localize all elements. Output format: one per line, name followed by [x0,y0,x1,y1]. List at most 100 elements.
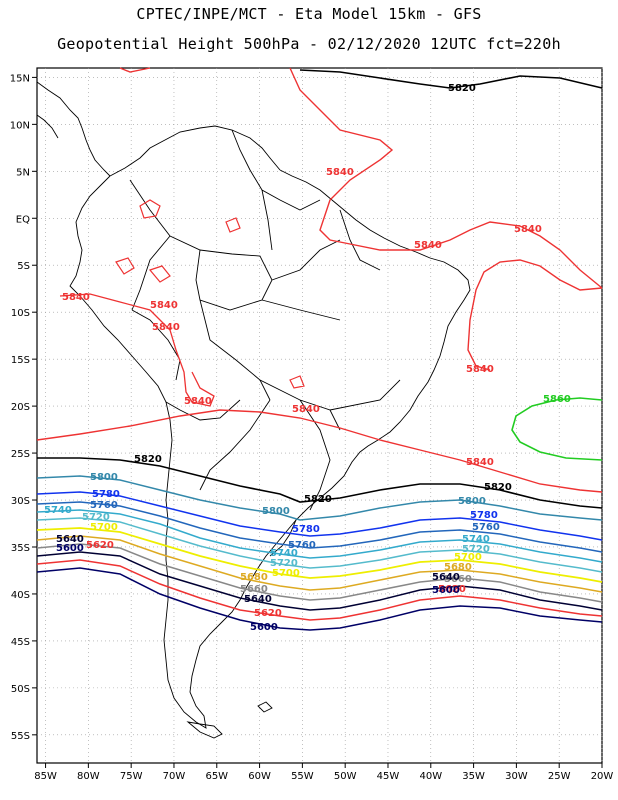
label-5680-b: 5680 [444,562,472,573]
x-tick-label: 50W [334,771,357,782]
contour-5840-south [36,409,603,493]
label-5840-d: 5840 [62,292,90,303]
label-5840-f: 5840 [152,322,180,333]
contour-5800 [36,475,603,521]
label-5820-d: 5820 [484,482,512,493]
contour-5660 [36,543,603,603]
label-5700-c: 5700 [454,552,482,563]
y-tick-label: 10N [10,120,30,131]
height-contours [36,67,603,631]
x-tick-label: 70W [163,771,186,782]
contour-5700 [36,527,603,583]
label-5700-a: 5700 [90,522,118,533]
axis-ticks: 85W 80W 75W 70W 65W 60W 55W 50W 45W 40W 35W 30W 25W 2… [10,73,614,782]
map-title: CPTEC/INPE/MCT - Eta Model 15km - GFS [136,5,482,23]
contour-5760 [36,501,603,553]
y-tick-label: 50S [11,684,30,695]
label-5680-a: 5680 [240,572,268,583]
contour-5640 [36,551,603,611]
south-america-coast [69,169,471,729]
y-tick-label: 40S [11,590,30,601]
x-tick-label: 60W [248,771,271,782]
contour-5840-blobs [115,199,305,389]
x-tick-label: 40W [419,771,442,782]
map-subtitle: Geopotential Height 500hPa - 02/12/2020 … [57,35,561,53]
y-tick-label: 30S [11,496,30,507]
label-5660-a: 5660 [240,584,268,595]
label-5620-c: 5620 [438,584,466,595]
label-5800-a: 5800 [90,472,118,483]
central-america-coast [36,81,111,177]
contour-5840-north [119,67,603,289]
x-tick-label: 20W [591,771,614,782]
y-tick-label: 45S [11,637,30,648]
label-5760-b: 5760 [288,540,316,551]
label-5720-a: 5720 [82,512,110,523]
contour-5600 [36,567,603,631]
label-5840-a: 5840 [326,167,354,178]
label-5640-a: 5640 [56,534,84,545]
contour-labels: 5860 5840 5840 5840 5840 5840 5840 5840 … [44,83,571,633]
label-5720-b: 5720 [270,558,298,569]
x-tick-label: 80W [77,771,100,782]
label-5640-b: 5640 [244,594,272,605]
map-frame [36,67,603,764]
y-tick-label: EQ [16,214,30,225]
x-tick-label: 65W [205,771,228,782]
contour-5860 [511,397,603,461]
label-5660-b: 5660 [444,574,472,585]
y-tick-label: 35S [11,543,30,554]
y-tick-label: 20S [11,402,30,413]
label-5600-b: 5600 [250,622,278,633]
contour-5720 [36,517,603,573]
label-5800-c: 5800 [458,496,486,507]
label-5600-c: 5600 [432,585,460,596]
label-5800-b: 5800 [262,506,290,517]
contour-5840-east [467,259,603,371]
country-borders [129,129,401,511]
label-5840-b: 5840 [414,240,442,251]
label-5600-a: 5600 [56,543,84,554]
label-5700-b: 5700 [272,568,300,579]
label-5780-a: 5780 [92,489,120,500]
contour-5620 [36,559,603,621]
x-tick-label: 35W [462,771,485,782]
coastlines [36,81,471,739]
label-5840-e: 5840 [150,300,178,311]
label-5740-b: 5740 [270,548,298,559]
label-5820-b: 5820 [134,454,162,465]
label-5740-a: 5740 [44,505,72,516]
y-tick-label: 5N [16,167,30,178]
label-5780-c: 5780 [470,510,498,521]
label-5840-j: 5840 [466,457,494,468]
label-5740-c: 5740 [462,534,490,545]
falkland-islands [257,701,273,713]
label-5720-c: 5720 [462,544,490,555]
x-tick-label: 55W [291,771,314,782]
y-tick-label: 15N [10,73,30,84]
contour-5740 [36,509,603,563]
contour-5680 [36,535,603,593]
x-tick-label: 25W [548,771,571,782]
label-5860: 5860 [543,394,571,405]
label-5760-c: 5760 [472,522,500,533]
y-tick-label: 55S [11,731,30,742]
label-5760-a: 5760 [90,500,118,511]
y-tick-label: 5S [17,261,30,272]
x-tick-label: 30W [505,771,528,782]
label-5840-c: 5840 [514,224,542,235]
y-tick-label: 25S [11,449,30,460]
label-5620-b: 5620 [254,608,282,619]
contour-5820-north [299,69,603,89]
tierra-del-fuego [186,721,223,739]
contour-5780 [36,491,603,541]
label-5640-c: 5640 [432,572,460,583]
label-5780-b: 5780 [292,524,320,535]
label-5840-h: 5840 [292,404,320,415]
label-5820-c: 5820 [304,494,332,505]
x-tick-label: 75W [120,771,143,782]
label-5820-a: 5820 [448,83,476,94]
y-tick-label: 15S [11,355,30,366]
caribbean-north-coast [109,125,281,177]
